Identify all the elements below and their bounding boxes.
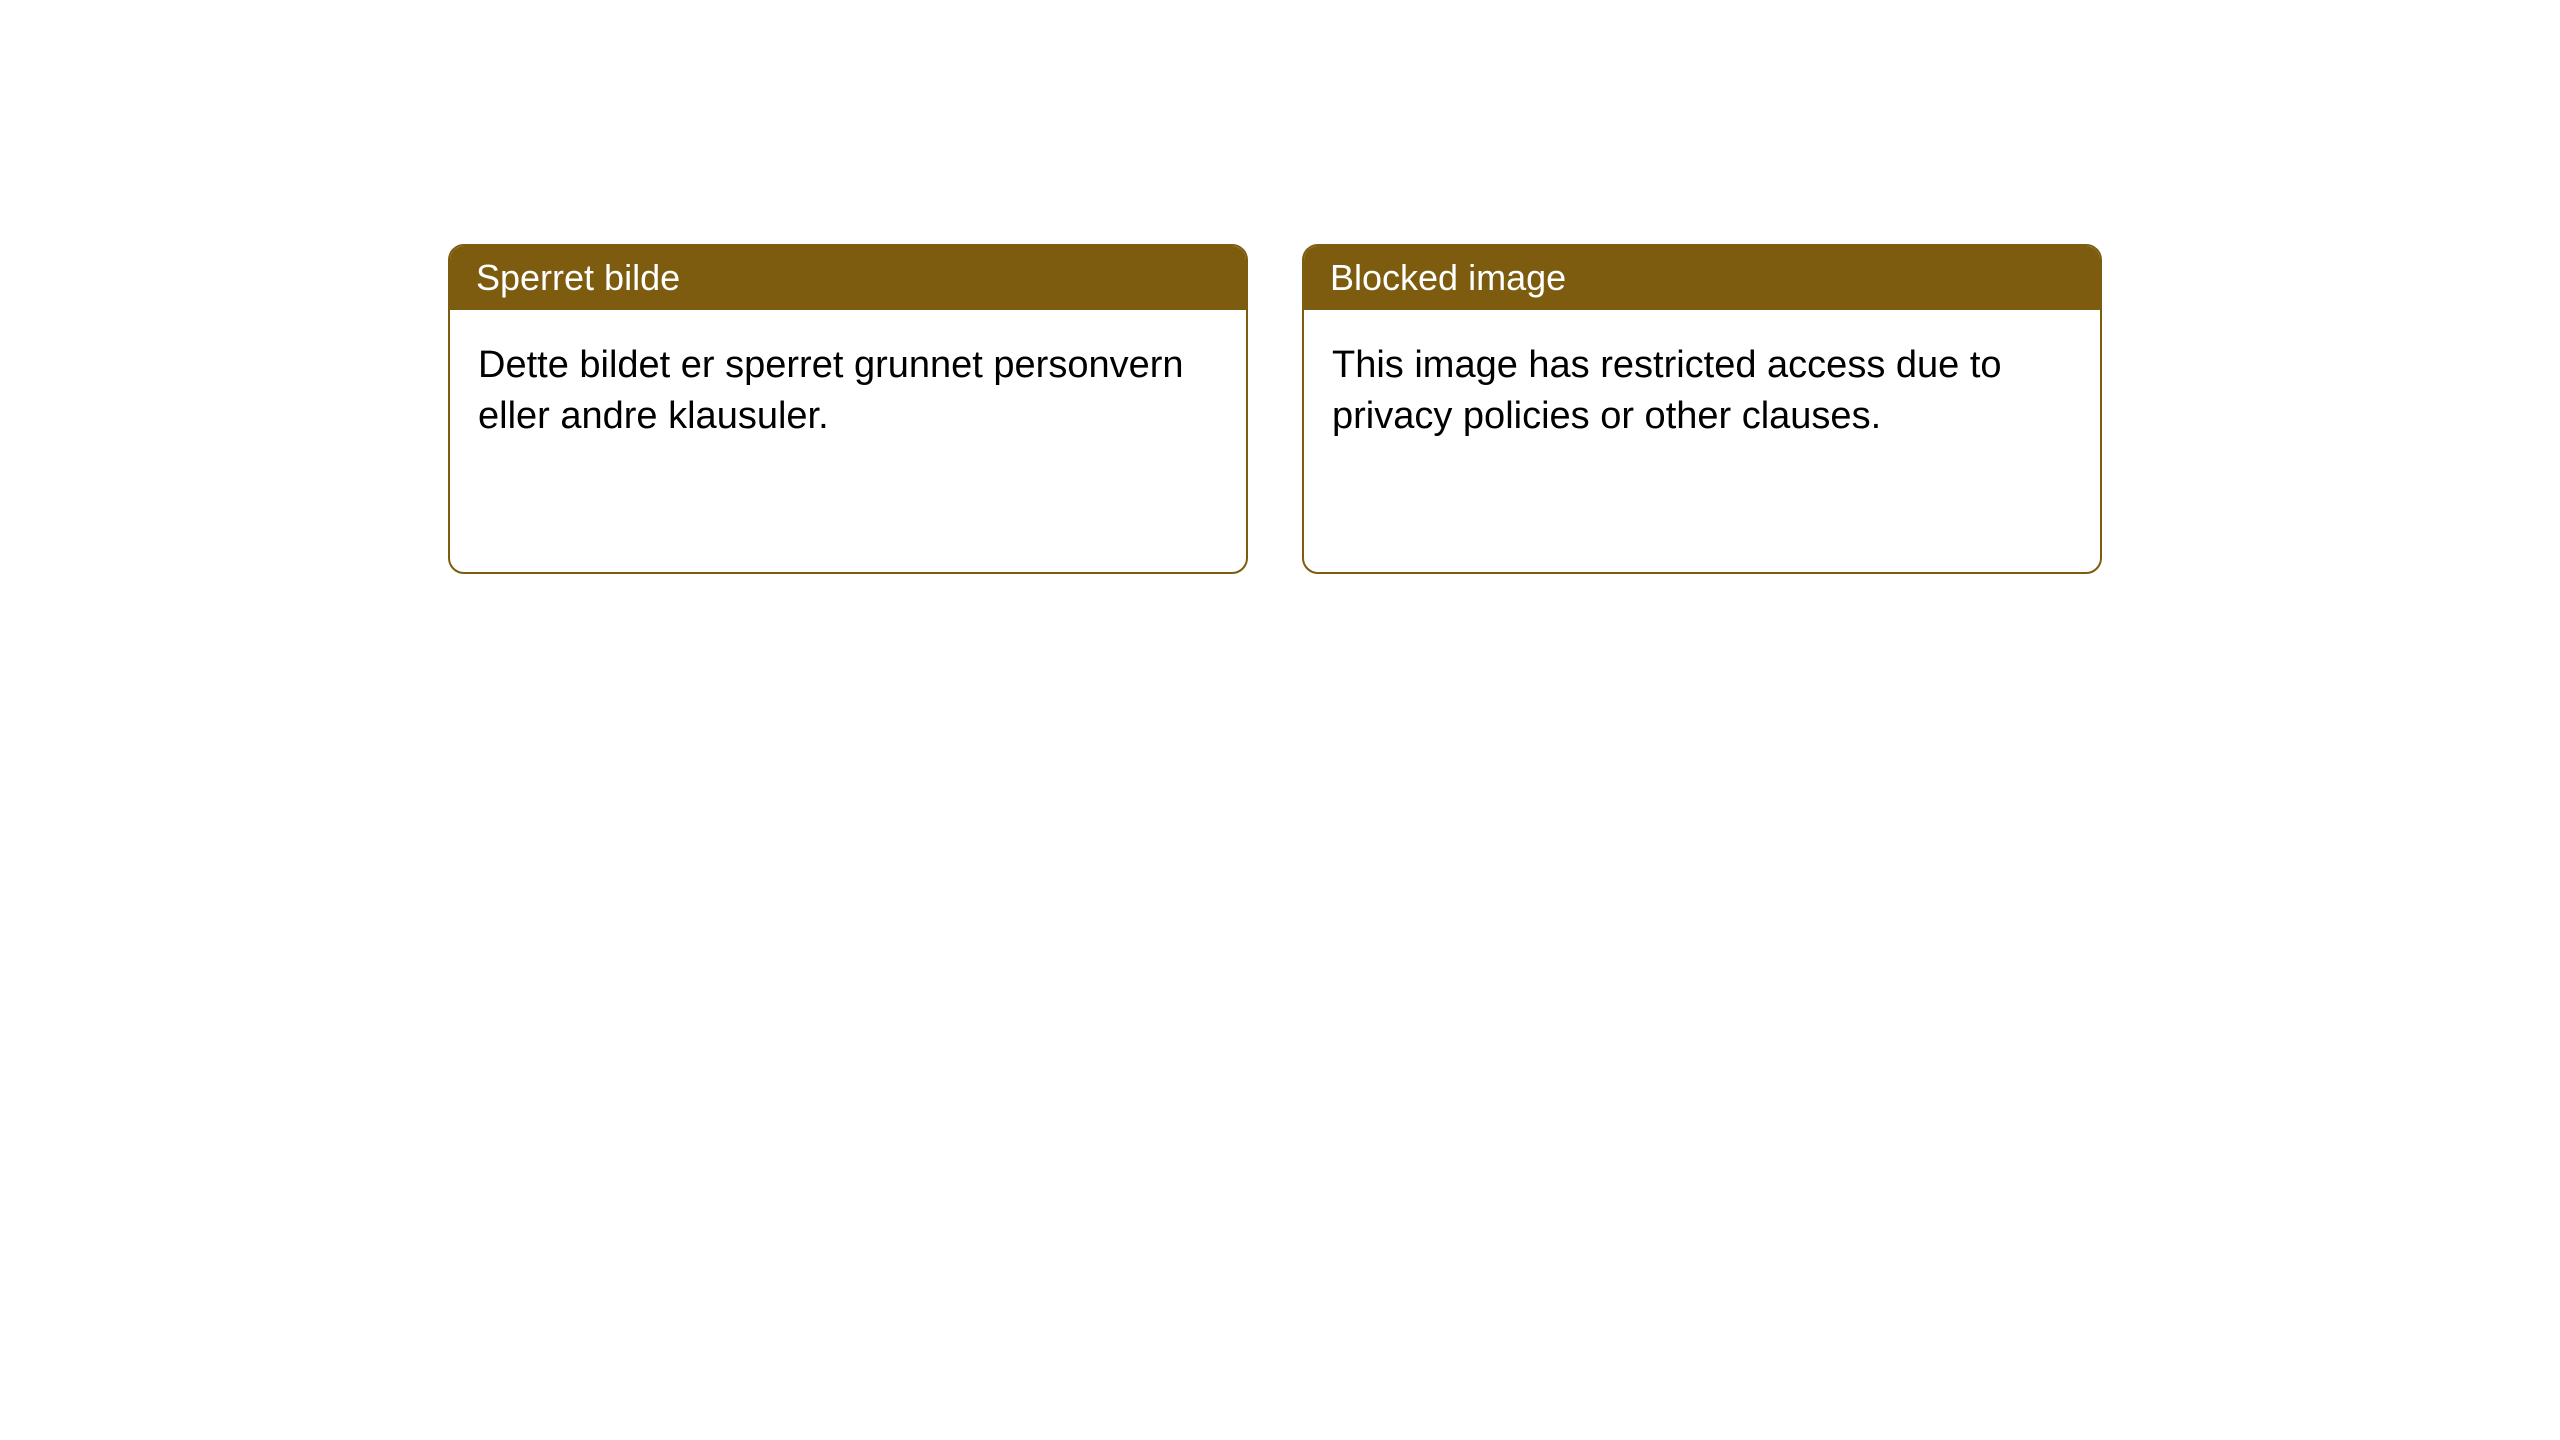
card-message: Dette bildet er sperret grunnet personve…	[478, 340, 1218, 443]
cards-container: Sperret bilde Dette bildet er sperret gr…	[448, 244, 2102, 574]
info-card-english: Blocked image This image has restricted …	[1302, 244, 2102, 574]
card-header: Sperret bilde	[450, 246, 1246, 310]
card-message: This image has restricted access due to …	[1332, 340, 2072, 443]
card-body: This image has restricted access due to …	[1304, 310, 2100, 572]
info-card-norwegian: Sperret bilde Dette bildet er sperret gr…	[448, 244, 1248, 574]
card-header: Blocked image	[1304, 246, 2100, 310]
card-body: Dette bildet er sperret grunnet personve…	[450, 310, 1246, 572]
